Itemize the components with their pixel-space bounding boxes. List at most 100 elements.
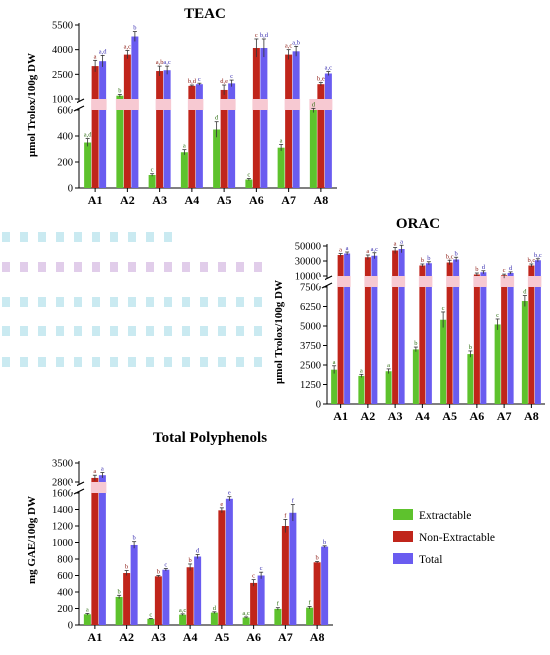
artefact-dash [128,232,136,242]
significance-letter: a [339,247,342,254]
artefact-dash [92,262,100,272]
x-tick-label: A1 [333,409,348,423]
significance-letter: a,c [325,65,333,72]
bar-break-band [391,276,399,287]
bar-break-band [90,482,99,493]
bar-break-band [473,276,481,287]
significance-letter: a [101,466,104,473]
significance-letter: a [394,241,397,248]
x-tick-label: A4 [185,193,200,207]
significance-letter: a,b [156,59,164,66]
artefact-dash [128,262,136,272]
y-tick-label: 1250 [300,380,321,391]
artefact-dash [74,232,82,242]
y-tick-label: 3750 [300,341,321,352]
artefact-dash [92,297,100,307]
artefact-dash [2,297,10,307]
significance-letter: c [260,565,263,572]
artefact-dash [236,357,244,367]
artefact-dash [56,232,64,242]
artefact-dash [164,326,172,336]
bar-break-band [398,276,406,287]
artefact-dash [56,357,64,367]
artefact-dash [110,262,118,272]
y-tick-label: 1200 [52,522,73,533]
significance-letter: b [189,557,192,564]
bar-break-band [370,276,378,287]
significance-letter: d [312,101,316,108]
x-tick-label: A3 [151,630,166,644]
significance-letter: d [215,115,219,122]
significance-letter: b [455,250,458,257]
artefact-dash [146,232,154,242]
bar-break-band [507,276,515,287]
bar-total-upper [99,61,107,99]
artefact-dash [92,357,100,367]
bar-break-band [130,99,139,110]
significance-letter: a [366,248,369,255]
significance-letter: c [496,312,499,319]
bar-break-band [316,99,325,110]
bar-extractable [84,142,92,188]
bar-extractable [210,612,218,625]
bar-break-band [425,276,433,287]
x-tick-label: A4 [183,630,198,644]
artefact-dash [128,357,136,367]
bar-non-extractable-upper [337,255,344,276]
polyphenols-title: Total Polyphenols [153,430,267,446]
significance-letter: a,b [292,39,300,46]
bar-non-extractable-lower [188,110,196,188]
x-tick-label: A3 [388,409,403,423]
y-tick-label: 600 [57,571,73,582]
bar-non-extractable-lower [252,110,260,188]
artefact-dash [164,262,172,272]
significance-letter: c [151,167,154,174]
bar-total-lower [371,287,378,404]
significance-letter: b [157,569,160,576]
bar-extractable [412,349,419,404]
y-tick-label: 0 [316,400,321,411]
bar-non-extractable-upper [91,66,99,99]
bar-extractable [521,301,528,404]
artefact-dash [38,262,46,272]
significance-letter: c [230,73,233,80]
artefact-dash [182,357,190,367]
bar-extractable [179,614,187,625]
significance-letter: b,c [534,252,542,259]
significance-letter: f [284,512,287,519]
bar-non-extractable-lower [156,110,164,188]
y-tick-label: 0 [68,621,73,632]
bar-extractable [440,319,447,404]
bar-non-extractable-lower [446,287,453,404]
bar-total-lower [507,287,514,404]
artefact-dash [200,326,208,336]
artefact-dash [164,297,172,307]
bar-non-extractable [154,576,162,625]
bar-non-extractable [313,562,321,625]
artefact-dash [74,262,82,272]
significance-letter: a [86,606,89,613]
artefact-dash [128,297,136,307]
bar-break-band [187,99,196,110]
bar-extractable [245,179,253,188]
bar-non-extractable-upper [364,257,371,276]
bar-non-extractable-lower [91,110,99,188]
bar-total-lower [425,287,432,404]
artefact-dash [218,262,226,272]
y-tick-label: 5500 [52,21,73,32]
bar-non-extractable-upper [446,262,453,276]
bar-non-extractable-lower [337,287,344,404]
significance-letter: c [252,573,255,580]
bar-non-extractable-upper [285,54,293,99]
bar-non-extractable-upper [188,85,196,99]
significance-letter: a,d [84,132,93,139]
significance-letter: a [280,137,283,144]
artefact-dash [38,232,46,242]
artefact-dash [74,297,82,307]
bar-total-lower [398,287,405,404]
bar-total-lower [98,493,106,625]
artefact-dash [20,297,28,307]
bar-extractable [180,152,188,188]
significance-letter: a,c [242,610,250,617]
